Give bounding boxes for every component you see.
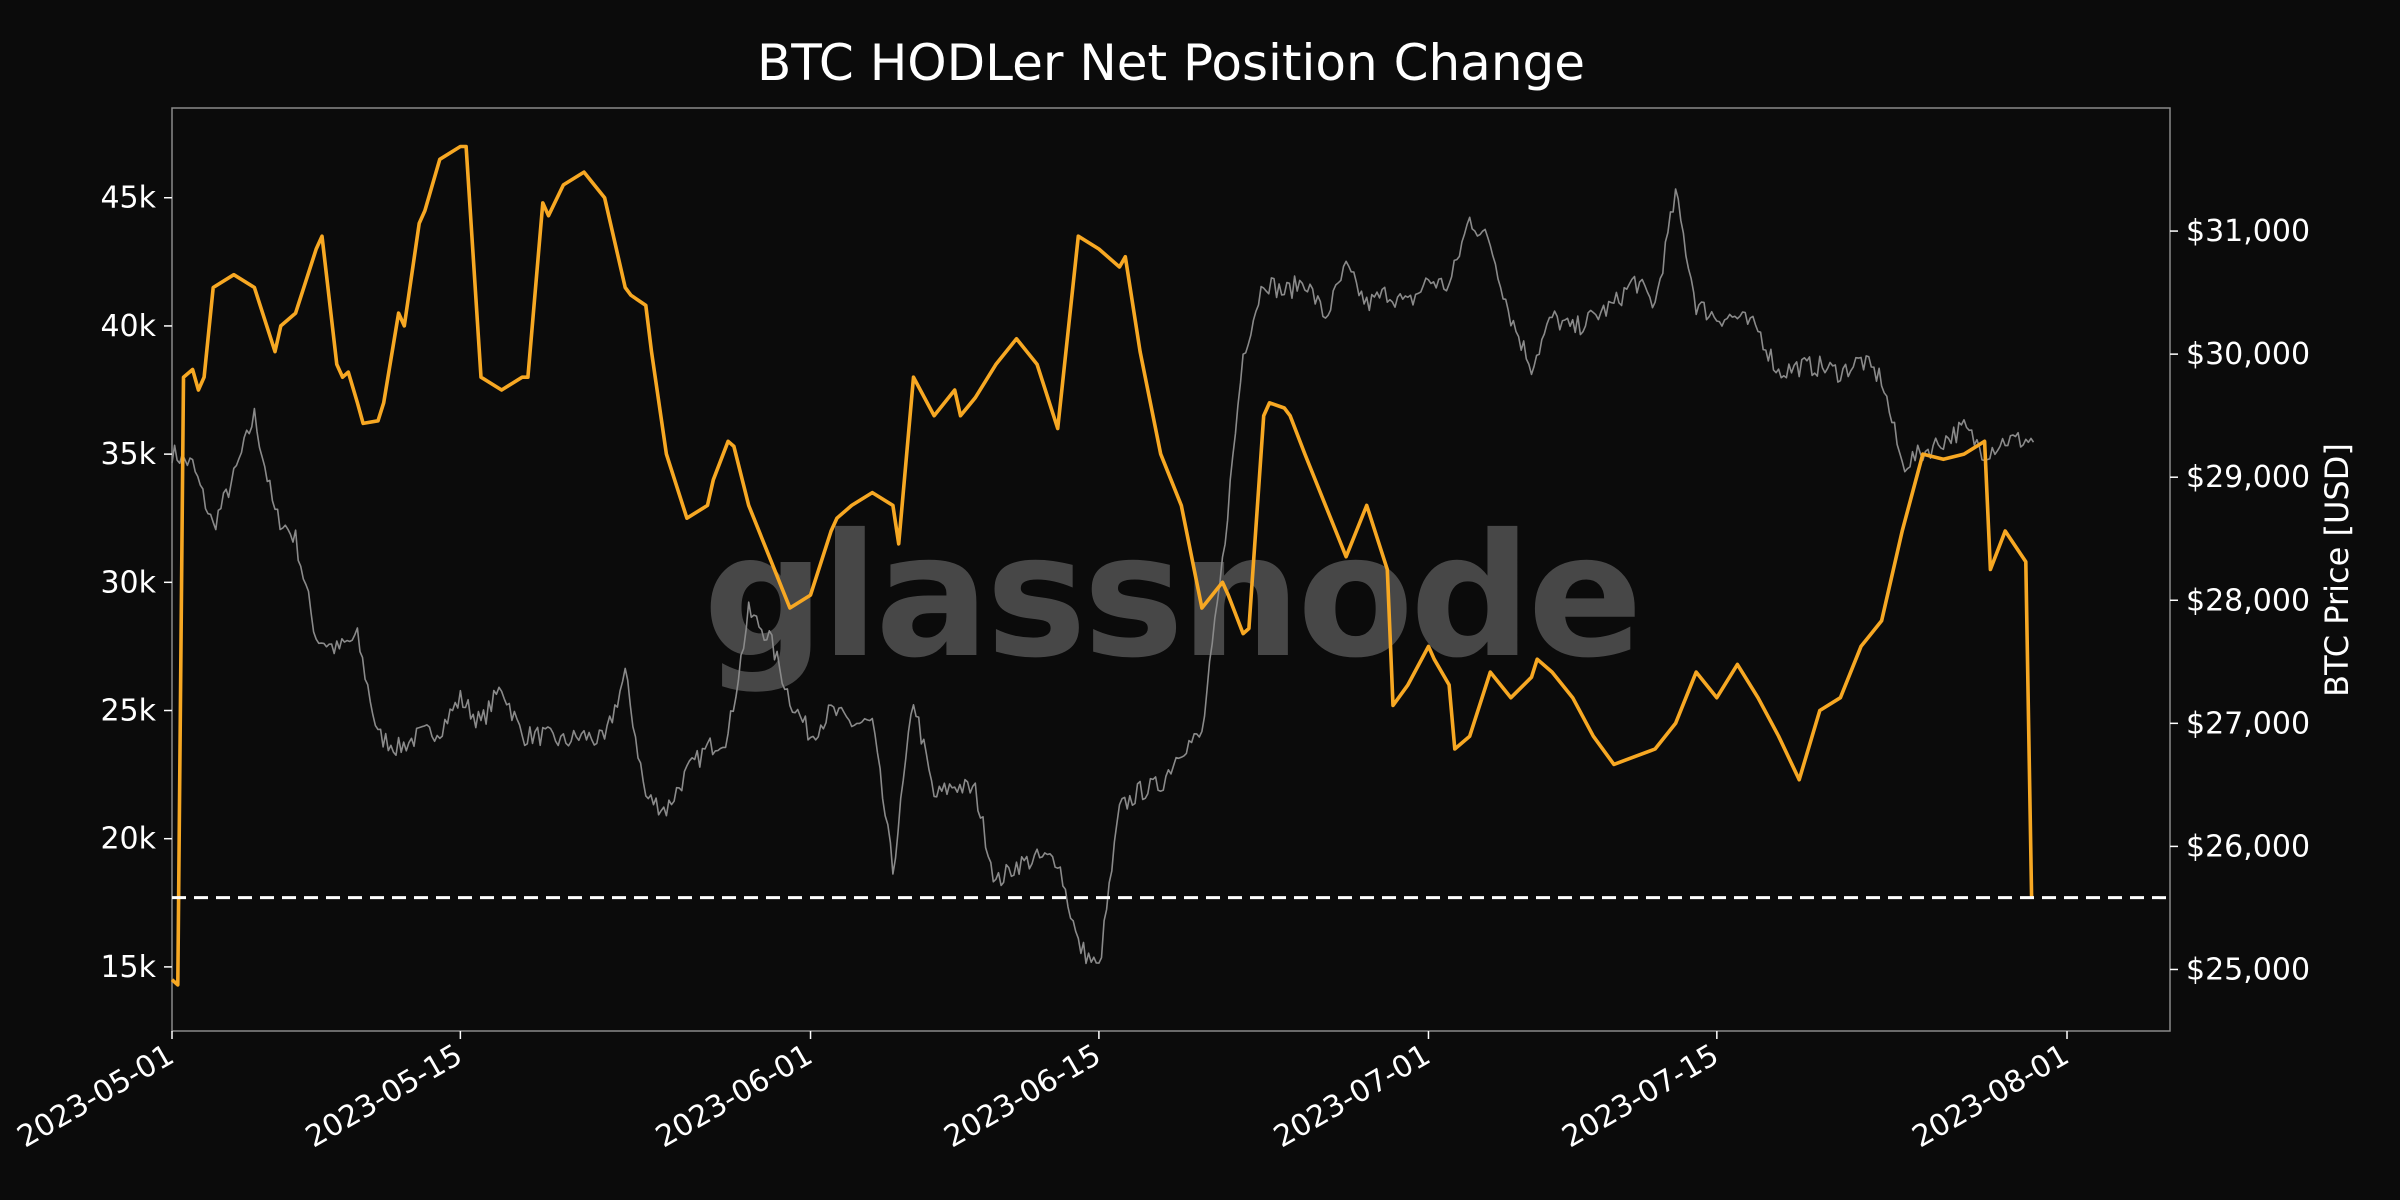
right-axis-label: BTC Price [USD] — [2318, 443, 2356, 697]
price-series-layer — [171, 188, 2035, 965]
hodler-net-position-line — [170, 144, 2034, 987]
left-tick-label: 25k — [100, 694, 156, 729]
chart-title: BTC HODLer Net Position Change — [757, 34, 1585, 92]
right-tick-label: $30,000 — [2186, 337, 2310, 372]
left-tick-label: 30k — [100, 565, 156, 600]
right-tick-label: $28,000 — [2186, 583, 2310, 618]
left-tick-label: 15k — [100, 950, 156, 985]
left-tick-label: 35k — [100, 437, 156, 472]
plot-area — [171, 107, 2171, 1032]
left-tick-label: 45k — [100, 181, 156, 216]
position-series-layer — [170, 144, 2034, 987]
right-tick-label: $27,000 — [2186, 706, 2310, 741]
right-tick-label: $25,000 — [2186, 952, 2310, 987]
btc-price-line — [171, 188, 2035, 965]
right-tick-label: $29,000 — [2186, 460, 2310, 495]
right-tick-label: $31,000 — [2186, 214, 2310, 249]
right-tick-label: $26,000 — [2186, 829, 2310, 864]
left-tick-label: 20k — [100, 822, 156, 857]
left-tick-label: 40k — [100, 309, 156, 344]
right-y-axis: $25,000 $26,000 $27,000 $28,000 $29,000 $30,0… — [2170, 214, 2310, 987]
watermark-logo: glassnode — [703, 498, 1639, 696]
left-y-axis: 15k 20k 25k 30k 35k 40k 45k — [100, 181, 172, 985]
